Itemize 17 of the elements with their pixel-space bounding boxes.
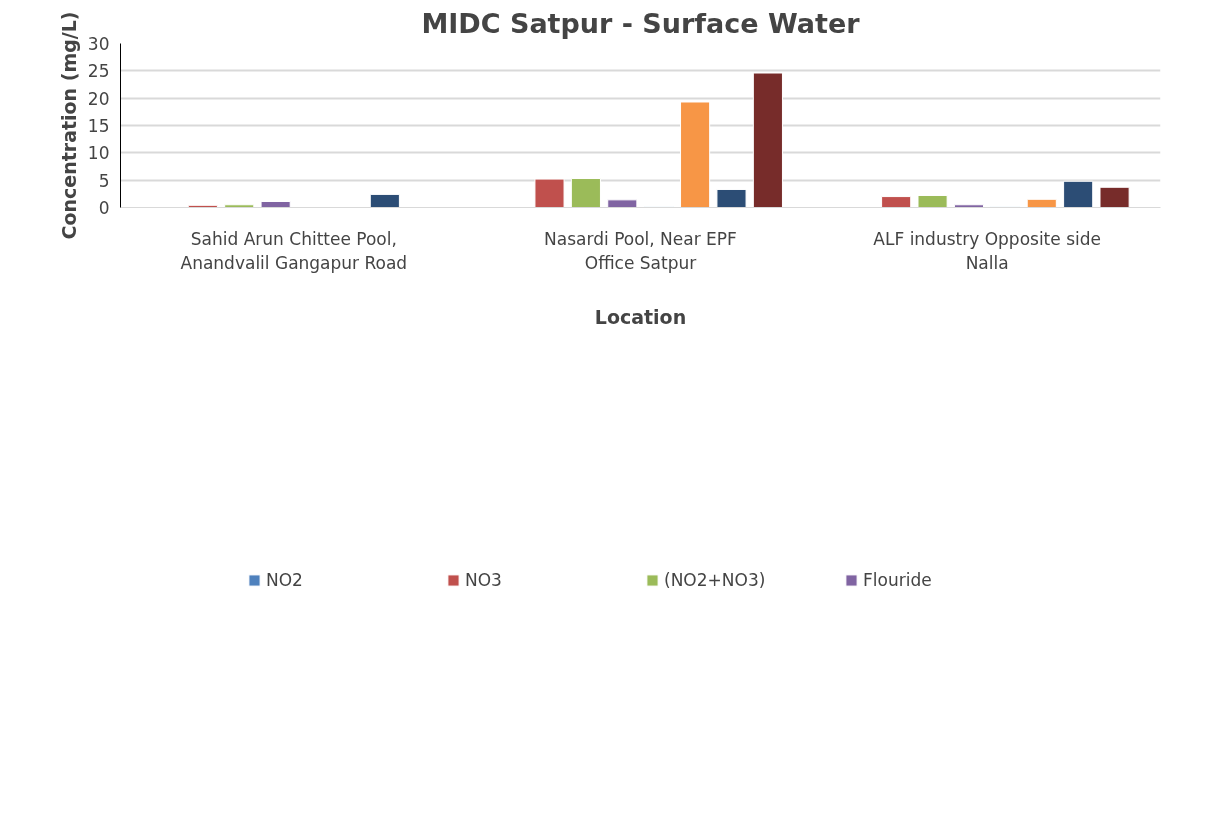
y-tick-label: 15: [87, 116, 110, 136]
y-tick-label: 5: [98, 170, 110, 191]
x-axis-title: Location: [594, 305, 687, 328]
y-tick-label: 25: [87, 61, 110, 82]
legend-label: NO3: [465, 570, 503, 590]
x-tick-label: Sahid Arun Chittee Pool, Anandvalil Gangapur Road: [180, 228, 408, 273]
y-tick-label: 0: [98, 198, 110, 218]
y-tick-label: 30: [87, 34, 110, 54]
y-tick-label: 10: [87, 143, 110, 164]
legend-label: (NO2+NO3): [664, 570, 767, 590]
x-tick-label: Nasardi Pool, Near EPF Office Satpur: [544, 228, 737, 273]
y-axis-title: Concentration (mg/L): [57, 11, 80, 240]
y-tick-label: 20: [87, 88, 110, 109]
legend-label: NO2: [266, 570, 304, 590]
chart-title: MIDC Satpur - Surface Water: [421, 7, 861, 39]
legend-label: Flouride: [863, 570, 933, 590]
x-tick-label: ALF industry Opposite side Nalla: [873, 228, 1101, 273]
